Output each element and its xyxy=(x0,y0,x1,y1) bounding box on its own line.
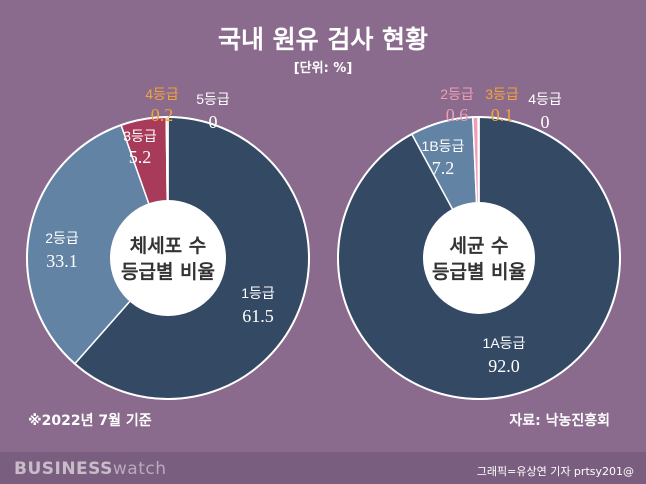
chart2-value-label-5: 0 xyxy=(541,112,550,132)
chart2-value-label-3: 0.6 xyxy=(446,105,469,125)
chart1-value-label-3: 5.2 xyxy=(129,147,152,167)
chart2-category-label-1: 1A등급 xyxy=(483,335,526,351)
chart1-category-label-3: 3등급 xyxy=(123,128,157,144)
chart1-category-label-4: 4등급 xyxy=(145,86,179,102)
chart1-center-label-1: 체세포 수 xyxy=(130,235,207,257)
chart2-category-label-4: 3등급 xyxy=(485,86,519,102)
brand-logo: BUSINESSwatch xyxy=(14,459,167,479)
chart2-category-label-2: 1B등급 xyxy=(422,138,465,154)
chart1-center-circle xyxy=(110,200,226,316)
chart1-category-label-5: 5등급 xyxy=(196,91,230,107)
brand-logo-part1: BUSINESS xyxy=(14,459,113,479)
chart2-center-label-1: 세균 수 xyxy=(449,235,508,257)
graphic-credit: 그래픽=유상연 기자 prtsy201@ xyxy=(476,465,634,478)
chart1-value-label-2: 33.1 xyxy=(46,251,78,271)
chart1-value-label-4: 0.2 xyxy=(151,105,174,125)
footnote: ※2022년 7월 기준 xyxy=(28,413,152,429)
chart1-center-label-2: 등급별 비율 xyxy=(121,261,215,283)
chart1-category-label-2: 2등급 xyxy=(45,230,79,246)
chart2-value-label-1: 92.0 xyxy=(488,356,520,376)
chart2-outline xyxy=(337,116,621,400)
footer-bar xyxy=(0,452,646,484)
chart2-category-label-3: 2등급 xyxy=(440,86,474,102)
chart1-category-label-1: 1등급 xyxy=(241,285,275,301)
chart1-value-label-5: 0 xyxy=(209,112,218,132)
brand-logo-part2: watch xyxy=(112,459,167,479)
unit-label: [단위: %] xyxy=(293,61,353,76)
chart2-value-label-4: 0.1 xyxy=(491,105,514,125)
chart2-center-label-2: 등급별 비율 xyxy=(432,261,526,283)
source-label: 자료: 낙농진흥회 xyxy=(509,413,610,429)
chart-title: 국내 원유 검사 현황 xyxy=(217,25,429,54)
chart1-value-label-1: 61.5 xyxy=(242,306,274,326)
chart2-center-circle xyxy=(423,202,535,314)
chart1-outline xyxy=(26,116,310,400)
chart2-value-label-2: 7.2 xyxy=(432,158,455,178)
chart2-category-label-5: 4등급 xyxy=(528,91,562,107)
